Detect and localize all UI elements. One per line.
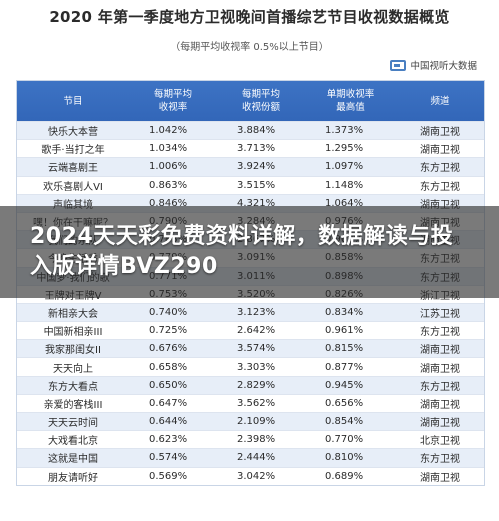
table-row: 东方大看点 0.650% 2.829% 0.945% 东方卫视 (17, 375, 484, 395)
table-cell: 1.148% (305, 175, 396, 195)
table-cell: 2.398% (217, 430, 305, 449)
page-subtitle: （每期平均收视率 0.5%以上节目） (170, 42, 329, 53)
table-row: 快乐大本营 1.042% 3.884% 1.373% 湖南卫视 (17, 120, 484, 140)
table-cell: 江苏卫视 (396, 302, 484, 322)
table-cell: 快乐大本营 (17, 120, 129, 140)
table-cell: 1.006% (129, 157, 217, 177)
brand-label: 中国视听大数据 (410, 61, 477, 72)
table-cell: 3.924% (217, 157, 305, 177)
table-cell: 天天向上 (17, 357, 129, 377)
table-cell: 3.515% (217, 175, 305, 195)
table-cell: 0.647% (129, 393, 217, 413)
table-cell: 1.373% (305, 120, 396, 140)
column-header: 频道 (430, 95, 450, 107)
table-cell: 湖南卫视 (396, 139, 484, 158)
overlay-banner (0, 206, 499, 298)
table-cell: 1.295% (305, 139, 396, 158)
table-cell: 1.034% (129, 139, 217, 158)
table-cell: 0.740% (129, 302, 217, 322)
table-cell: 东方卫视 (396, 375, 484, 395)
column-header: 每期平均 收视份额 (241, 89, 280, 113)
table-cell: 0.810% (305, 448, 396, 468)
table-cell: 新相亲大会 (17, 302, 129, 322)
table-cell: 3.884% (217, 120, 305, 140)
table-row: 天天云时间 0.644% 2.109% 0.854% 湖南卫视 (17, 411, 484, 431)
table-row: 我家那闺女II 0.676% 3.574% 0.815% 湖南卫视 (17, 339, 484, 358)
table-cell: 0.658% (129, 357, 217, 377)
table-row: 欢乐喜剧人VI 0.863% 3.515% 1.148% 东方卫视 (17, 175, 484, 195)
tv-logo-icon (390, 59, 407, 71)
table-cell: 湖南卫视 (396, 339, 484, 358)
table-row: 云端喜剧王 1.006% 3.924% 1.097% 东方卫视 (17, 157, 484, 177)
table-cell: 东方大看点 (17, 375, 129, 395)
table-cell: 我家那闺女II (17, 339, 129, 358)
table-cell: 2.109% (217, 411, 305, 431)
table-row: 天天向上 0.658% 3.303% 0.877% 湖南卫视 (17, 357, 484, 377)
table-cell: 东方卫视 (396, 157, 484, 177)
table-cell: 0.834% (305, 302, 396, 322)
table-cell: 0.961% (305, 321, 396, 340)
table-cell: 3.123% (217, 302, 305, 322)
table-cell: 3.303% (217, 357, 305, 377)
table-cell: 0.623% (129, 430, 217, 449)
column-header: 每期平均 收视率 (153, 89, 192, 113)
table-cell: 云端喜剧王 (17, 157, 129, 177)
table-cell: 东方卫视 (396, 175, 484, 195)
table-cell: 欢乐喜剧人VI (17, 175, 129, 195)
table-cell: 朋友请听好 (17, 466, 129, 485)
table-cell: 0.945% (305, 375, 396, 395)
table-cell: 0.676% (129, 339, 217, 358)
table-cell: 歌手·当打之年 (17, 139, 129, 158)
column-header: 单期收视率 最高值 (326, 89, 375, 113)
table-cell: 0.569% (129, 466, 217, 485)
table-cell: 天天云时间 (17, 411, 129, 431)
table-cell: 湖南卫视 (396, 393, 484, 413)
table-row: 这就是中国 0.574% 2.444% 0.810% 东方卫视 (17, 448, 484, 468)
table-cell: 东方卫视 (396, 321, 484, 340)
table-cell: 大戏看北京 (17, 430, 129, 449)
table-cell: 中国新相亲III (17, 321, 129, 340)
table-row: 朋友请听好 0.569% 3.042% 0.689% 湖南卫视 (17, 466, 484, 485)
table-cell: 0.725% (129, 321, 217, 340)
table-cell: 湖南卫视 (396, 120, 484, 140)
table-cell: 3.574% (217, 339, 305, 358)
table-cell: 0.863% (129, 175, 217, 195)
table-cell: 0.877% (305, 357, 396, 377)
page-title: 2020 年第一季度地方卫视晚间首播综艺节目收视数据概览 (49, 8, 450, 26)
table-cell: 0.574% (129, 448, 217, 468)
table-header-row: 节目 每期平均 收视率 每期平均 收视份额 单期收视率 最高值 频道 (17, 81, 484, 122)
table-cell: 湖南卫视 (396, 411, 484, 431)
table-cell: 3.042% (217, 466, 305, 485)
table-cell: 0.656% (305, 393, 396, 413)
table-cell: 北京卫视 (396, 430, 484, 449)
table-cell: 1.042% (129, 120, 217, 140)
table-cell: 亲爱的客栈III (17, 393, 129, 413)
table-row: 新相亲大会 0.740% 3.123% 0.834% 江苏卫视 (17, 302, 484, 322)
table-cell: 东方卫视 (396, 448, 484, 468)
overlay-headline[interactable]: 2024天天彩免费资料详解，数据解读与投入版详情BVZ290 (30, 224, 454, 279)
table-cell: 0.815% (305, 339, 396, 358)
table-cell: 3.562% (217, 393, 305, 413)
table-row: 亲爱的客栈III 0.647% 3.562% 0.656% 湖南卫视 (17, 393, 484, 413)
table-cell: 0.689% (305, 466, 396, 485)
column-header: 节目 (63, 95, 83, 107)
table-cell: 2.642% (217, 321, 305, 340)
table-cell: 2.829% (217, 375, 305, 395)
table-cell: 0.854% (305, 411, 396, 431)
table-cell: 0.650% (129, 375, 217, 395)
table-cell: 这就是中国 (17, 448, 129, 468)
table-row: 歌手·当打之年 1.034% 3.713% 1.295% 湖南卫视 (17, 139, 484, 158)
table-cell: 湖南卫视 (396, 357, 484, 377)
table-cell: 0.644% (129, 411, 217, 431)
table-cell: 湖南卫视 (396, 466, 484, 485)
table-cell: 3.713% (217, 139, 305, 158)
table-cell: 2.444% (217, 448, 305, 468)
table-row: 中国新相亲III 0.725% 2.642% 0.961% 东方卫视 (17, 321, 484, 340)
table-cell: 0.770% (305, 430, 396, 449)
table-row: 大戏看北京 0.623% 2.398% 0.770% 北京卫视 (17, 430, 484, 449)
table-body: 快乐大本营 1.042% 3.884% 1.373% 湖南卫视 歌手·当打之年 1.034%… (17, 120, 484, 485)
brand: 中国视听大数据 (390, 58, 477, 72)
table-cell: 1.097% (305, 157, 396, 177)
